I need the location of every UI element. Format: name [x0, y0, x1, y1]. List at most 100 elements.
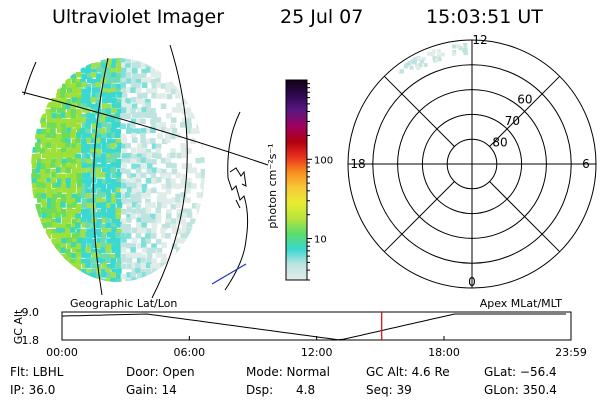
uv-pixel	[65, 163, 71, 170]
uv-pixel	[115, 262, 122, 269]
uv-pixel	[110, 152, 117, 159]
uv-pixel	[101, 103, 108, 109]
uv-pixel	[41, 143, 48, 149]
uv-pixel	[186, 122, 192, 129]
uv-pixel	[75, 108, 82, 115]
uv-pixel	[106, 203, 112, 209]
uv-pixel	[86, 237, 93, 244]
uv-pixel	[101, 162, 107, 168]
uv-pixel	[71, 253, 78, 259]
uv-pixel	[130, 158, 136, 165]
uv-pixel	[151, 143, 158, 150]
uv-pixel	[66, 123, 72, 130]
uv-pixel	[50, 178, 57, 184]
uv-pixel	[70, 227, 76, 233]
uv-pixel	[76, 143, 83, 150]
uv-pixel	[135, 222, 142, 228]
uv-pixel	[65, 138, 71, 144]
uv-pixel	[130, 97, 137, 103]
uv-pixel	[91, 263, 97, 269]
uv-pixel	[40, 113, 47, 120]
uv-pixel	[130, 128, 137, 135]
uv-pixel	[105, 188, 111, 195]
uv-pixel	[76, 162, 83, 169]
uv-pixel	[141, 237, 147, 243]
uv-pixel	[100, 207, 107, 214]
uv-pixel	[166, 152, 173, 159]
uv-pixel	[126, 128, 132, 134]
uv-pixel	[60, 243, 67, 250]
uv-pixel	[80, 103, 86, 109]
uv-pixel	[126, 78, 132, 84]
uv-pixel	[146, 108, 152, 114]
uv-pixel	[86, 163, 93, 170]
uv-pixel	[130, 147, 137, 154]
uv-pixel	[85, 247, 91, 253]
uv-pixel	[75, 153, 81, 160]
uv-pixel	[110, 178, 117, 185]
uv-pixel	[75, 258, 82, 264]
uv-pixel	[146, 138, 152, 145]
uv-pixel	[161, 202, 168, 209]
uv-pixel	[186, 227, 192, 234]
uv-pixel	[61, 228, 67, 234]
uv-pixel	[125, 242, 131, 249]
uv-pixel	[101, 272, 107, 278]
uv-pixel	[136, 217, 142, 224]
uv-pixel	[55, 223, 62, 230]
uv-pixel	[150, 72, 157, 78]
uv-pixel	[50, 107, 57, 113]
uv-pixel	[121, 162, 127, 168]
uv-pixel	[66, 203, 73, 210]
uv-pixel	[115, 162, 121, 169]
uv-pixel	[56, 127, 63, 133]
uv-pixel	[145, 63, 151, 69]
uv-pixel	[136, 252, 142, 258]
uv-pixel	[35, 153, 41, 159]
uv-pixel	[61, 147, 67, 154]
title: Ultraviolet Imager	[52, 6, 225, 28]
uv-pixel	[116, 98, 122, 104]
uv-pixel	[110, 117, 117, 124]
uv-pixel	[136, 153, 143, 160]
uv-pixel	[111, 88, 118, 94]
uv-pixel	[126, 172, 133, 179]
uv-pixel	[130, 243, 137, 249]
uv-pixel	[150, 67, 156, 74]
uv-pixel	[100, 258, 106, 265]
uv-pixel	[101, 167, 108, 174]
uv-pixel	[135, 173, 142, 179]
uv-pixel	[66, 193, 72, 200]
uv-pixel	[121, 107, 127, 113]
uv-pixel	[155, 217, 162, 224]
uv-pixel	[50, 102, 57, 108]
uv-pixel	[41, 212, 48, 219]
uv-pixel	[126, 213, 132, 220]
uv-pixel	[76, 218, 83, 225]
uv-pixel	[81, 272, 88, 279]
uv-pixel	[81, 132, 88, 139]
uv-pixel	[41, 128, 48, 135]
uv-pixel	[71, 233, 78, 239]
uv-pixel	[81, 107, 88, 113]
uv-pixel	[81, 142, 87, 148]
uv-pixel	[40, 218, 46, 224]
timeline-xtick-label: 12:00	[301, 346, 333, 359]
uv-pixel	[146, 252, 153, 259]
uv-pixel	[110, 162, 116, 168]
uv-pixel	[111, 122, 118, 129]
uv-pixel	[120, 58, 126, 64]
uv-pixel	[75, 72, 82, 78]
uv-pixel	[96, 253, 102, 260]
uv-pixel	[180, 197, 186, 203]
uv-pixel	[36, 187, 43, 194]
uv-pixel	[60, 142, 67, 149]
uv-pixel	[141, 213, 147, 219]
uv-pixel	[81, 113, 87, 120]
uv-pixel	[95, 128, 101, 135]
uv-pixel	[100, 63, 107, 69]
uv-pixel	[136, 157, 142, 163]
uv-pixel	[96, 77, 103, 84]
uv-pixel	[85, 118, 92, 125]
uv-pixel	[120, 263, 127, 270]
